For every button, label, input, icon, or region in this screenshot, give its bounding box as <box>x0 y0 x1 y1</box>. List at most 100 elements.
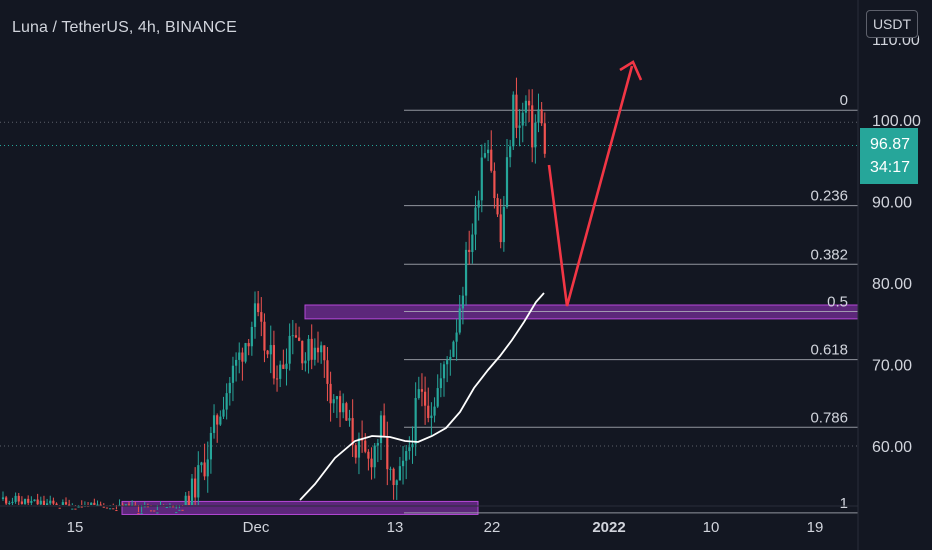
candle <box>209 426 212 474</box>
candle-body <box>301 340 304 364</box>
candle <box>184 492 187 505</box>
candle <box>405 444 408 480</box>
candle-body <box>49 500 52 504</box>
candle <box>427 387 430 423</box>
candle-body <box>461 295 464 309</box>
candle-body <box>219 416 222 425</box>
candle-body <box>455 332 458 342</box>
candle-body <box>515 94 518 128</box>
candle <box>527 89 531 122</box>
candle-body <box>376 443 379 446</box>
candle <box>68 499 71 506</box>
candle <box>20 496 23 505</box>
price-tick-label: 80.00 <box>872 276 912 293</box>
candle-body <box>121 504 124 506</box>
candle-body <box>298 337 301 341</box>
candle <box>537 93 540 133</box>
candle <box>203 443 206 481</box>
candle-body <box>109 508 112 510</box>
candle <box>17 492 20 505</box>
price-tick-label: 100.00 <box>872 113 921 130</box>
candle <box>515 77 518 139</box>
currency-button[interactable]: USDT <box>866 10 918 38</box>
candle-body <box>512 94 515 147</box>
candle <box>379 410 383 460</box>
candle-body <box>11 501 14 503</box>
candle-body <box>149 510 153 512</box>
candle-body <box>197 465 200 498</box>
projection-arrow-path <box>547 65 634 307</box>
candle-body <box>449 356 452 361</box>
candle <box>11 497 14 505</box>
candle <box>342 393 345 419</box>
candle <box>228 376 231 406</box>
time-tick-label: Dec <box>243 519 270 536</box>
candle-body <box>480 157 483 201</box>
candle <box>49 495 52 505</box>
candle <box>351 399 354 457</box>
candle-body <box>424 391 427 406</box>
candle <box>490 130 493 173</box>
candle <box>439 362 442 398</box>
candle-body <box>524 100 527 113</box>
time-tick-label: 10 <box>703 519 720 536</box>
candle <box>499 198 502 249</box>
candle <box>310 324 313 370</box>
candle-body <box>518 125 521 128</box>
candle <box>364 433 367 454</box>
candle <box>335 395 338 419</box>
candle <box>105 505 109 509</box>
candle-body <box>474 207 477 235</box>
current-price-badge: 96.87 34:17 <box>860 128 918 184</box>
candle <box>332 394 335 413</box>
candle-body <box>71 508 74 510</box>
candle <box>102 503 105 508</box>
price-tick-label: 90.00 <box>872 195 912 212</box>
candle <box>461 286 464 325</box>
time-tick-label: 22 <box>484 519 501 536</box>
candle-body <box>30 501 33 503</box>
candle-body <box>430 415 433 419</box>
candle-body <box>320 345 323 353</box>
candle-body <box>200 462 203 466</box>
candle-body <box>115 510 118 512</box>
candle-body <box>184 495 187 505</box>
candle-body <box>310 338 313 360</box>
candle-body <box>490 149 493 171</box>
candle <box>269 325 272 374</box>
candle <box>458 294 461 335</box>
candle <box>244 342 247 364</box>
fib-level-label: 0.236 <box>810 188 848 205</box>
candle <box>36 493 39 505</box>
candle-body <box>408 447 411 452</box>
candle-body <box>61 502 64 505</box>
candle-body <box>209 432 212 460</box>
candle <box>509 139 512 168</box>
candle <box>42 495 46 505</box>
candle-body <box>452 341 455 357</box>
candle <box>61 499 64 505</box>
candle-body <box>178 509 181 511</box>
candle-body <box>8 502 11 504</box>
candle <box>468 230 471 265</box>
candle <box>291 319 294 355</box>
candle-body <box>64 502 68 505</box>
candle-body <box>493 170 496 199</box>
candle-body <box>168 506 172 508</box>
candle <box>430 402 433 435</box>
fib-level-label: 0.618 <box>810 342 848 359</box>
candle <box>424 376 427 425</box>
candle-body <box>392 468 395 486</box>
candle <box>298 326 301 342</box>
candle <box>417 376 420 400</box>
candle <box>241 347 244 381</box>
candle-body <box>442 364 446 379</box>
candle-body <box>282 364 285 369</box>
candle-body <box>379 415 383 444</box>
candle <box>165 504 168 508</box>
candle-body <box>471 234 474 253</box>
candle-body <box>291 335 294 337</box>
